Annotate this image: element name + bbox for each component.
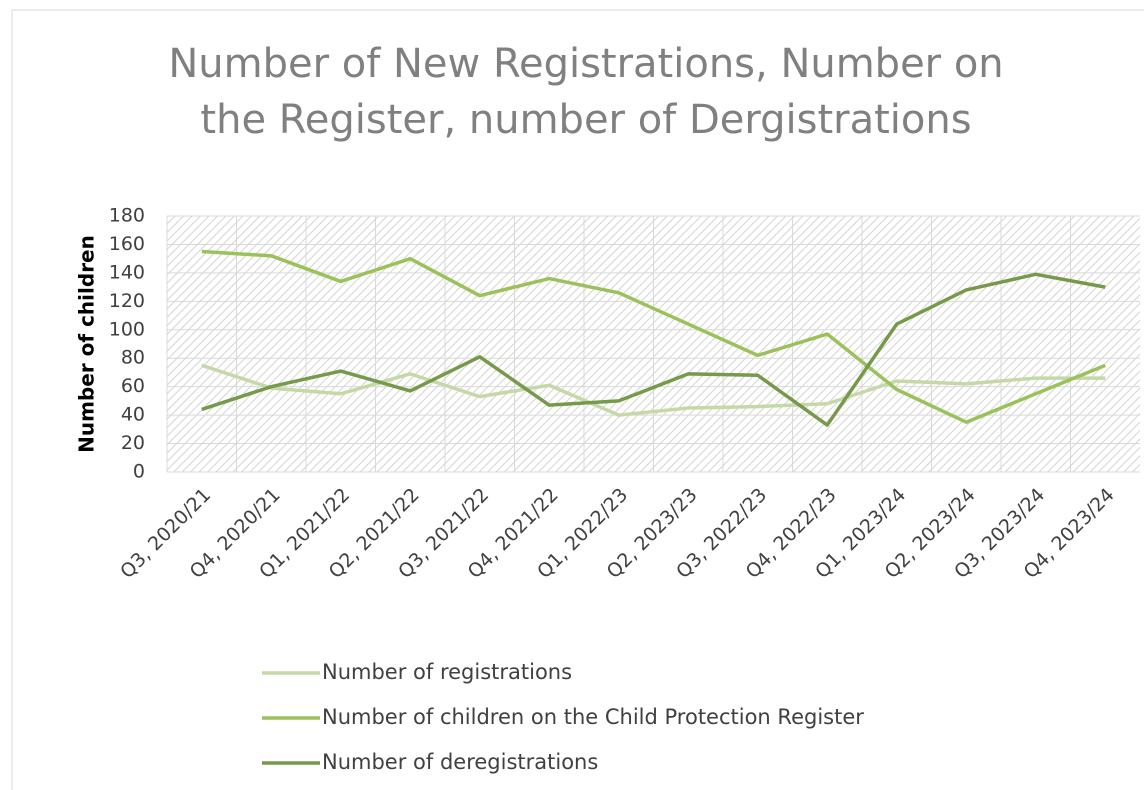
chart-border	[11, 9, 1144, 790]
y-tick-label: 120	[109, 290, 145, 312]
legend-label: Number of children on the Child Protecti…	[322, 705, 864, 729]
y-tick-label: 60	[121, 375, 145, 397]
series-line	[201, 363, 1106, 417]
legend-label: Number of registrations	[322, 660, 572, 684]
series-line	[201, 249, 1106, 424]
y-tick-label: 20	[121, 432, 145, 454]
y-tick-label: 180	[109, 205, 145, 227]
y-tick-label: 0	[133, 461, 145, 483]
y-tick-label: 100	[109, 318, 145, 340]
chart-title: Number of New Registrations, Number on t…	[168, 41, 1004, 143]
series-line	[201, 272, 1106, 427]
y-tick-label: 160	[109, 233, 145, 255]
y-axis-title: Number of children	[75, 235, 99, 453]
y-tick-label: 40	[121, 404, 145, 426]
y-tick-label: 80	[121, 347, 145, 369]
y-tick-label: 140	[109, 261, 145, 283]
legend-label: Number of deregistrations	[322, 750, 598, 774]
